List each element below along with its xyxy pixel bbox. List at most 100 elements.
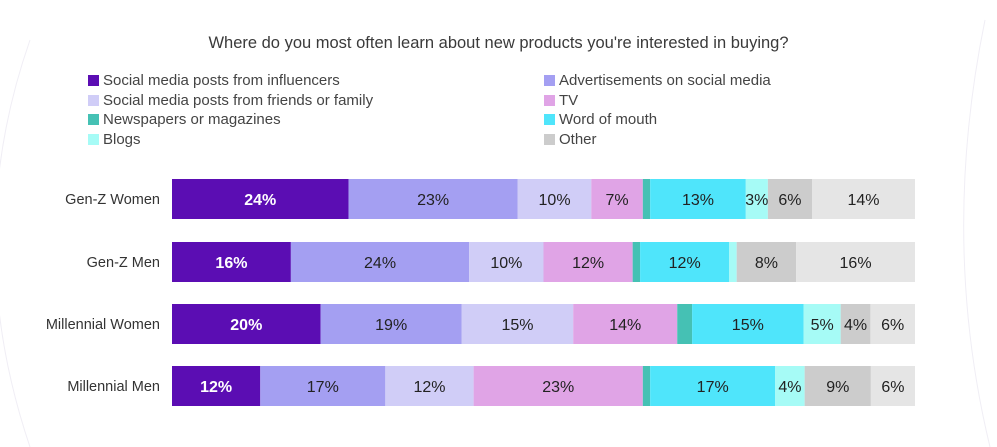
bar-segment [573,304,678,344]
data-label: 14% [847,192,879,209]
legend-swatch [544,133,555,145]
legend-swatch [544,75,555,86]
legend-item: Blogs [88,131,141,148]
data-label: 9% [826,379,849,396]
data-label: 6% [778,192,801,209]
data-label: 15% [732,317,764,334]
data-label: 7% [606,192,629,209]
legend-item: Newspapers or magazines [88,111,281,128]
bar-segment [736,242,797,282]
bar-segment [870,366,915,406]
bar-segment [796,242,915,282]
legend-label: Social media posts from influencers [103,72,340,89]
data-label: 3% [745,192,768,209]
data-label: 12% [669,255,701,272]
bar-segment [870,304,915,344]
bar-segment [767,179,813,219]
legend-swatch [544,114,555,125]
decorative-arc [963,19,991,447]
data-label: 6% [881,379,904,396]
bar-segment [461,304,574,344]
bar-segment [632,242,641,282]
data-label: 20% [230,317,262,334]
category-label: Gen-Z Men [87,255,160,271]
bar-segment [642,179,651,219]
legend-swatch [544,94,555,106]
bar-segment [692,304,804,344]
legend-label: Advertisements on social media [559,72,771,89]
legend-label: TV [559,91,579,109]
data-label: 14% [609,317,641,334]
data-label: 12% [413,379,445,396]
bar-segment [650,179,746,219]
legend-swatch [88,133,99,145]
data-label: 13% [682,192,714,209]
bar-segment [745,179,768,219]
data-label: 23% [417,192,449,209]
bar-segment [840,304,871,344]
data-label: 16% [215,255,247,272]
bar-segment [172,179,349,219]
bar-segment [385,366,474,406]
decorative-arc [0,39,31,447]
bar-segment [172,366,261,406]
legend-item: TV [544,92,578,109]
bar-segment [591,179,643,219]
legend-item: Other [544,131,597,148]
bar-segment [348,179,518,219]
bar-segment [812,179,915,219]
bar-segment [804,366,871,406]
data-label: 15% [501,317,533,334]
category-label: Millennial Men [67,379,160,395]
data-label: 16% [840,255,872,272]
bar-segment [290,242,470,282]
bar-segment [677,304,693,344]
data-label: 4% [778,379,801,396]
legend-swatch [88,94,99,106]
data-label: 19% [375,317,407,334]
data-label: 17% [697,379,729,396]
category-label: Millennial Women [46,317,160,333]
data-label: 10% [490,255,522,272]
data-label: 4% [844,317,867,334]
data-label: 24% [244,192,276,209]
data-label: 8% [755,255,778,272]
chart-title: Where do you most often learn about new … [208,34,789,52]
bar-segment [473,366,643,406]
category-label: Gen-Z Women [65,192,160,208]
bar-segment [642,366,651,406]
bar-segment [729,242,737,282]
legend-item: Advertisements on social media [544,72,771,89]
legend-label: Blogs [103,130,141,148]
bar-segment [543,242,633,282]
data-label: 5% [811,317,834,334]
legend-item: Social media posts from influencers [88,72,340,89]
data-label: 10% [539,192,571,209]
bar-segment [803,304,841,344]
bar-segment [517,179,592,219]
data-label: 17% [307,379,339,396]
bar-segment [320,304,462,344]
legend-label: Word of mouth [559,111,658,128]
data-label: 24% [364,255,396,272]
bar-segment [775,366,805,406]
legend-label: Newspapers or magazines [103,111,281,128]
legend-label: Other [559,130,597,148]
data-label: 6% [881,317,904,334]
data-label: 12% [572,255,604,272]
bar-segment [469,242,544,282]
bar-segment [172,242,291,282]
data-label: 12% [200,379,232,396]
legend-item: Word of mouth [544,111,657,128]
data-label: 23% [542,379,574,396]
legend: Social media posts from influencers Adver… [88,72,808,152]
legend-swatch [88,75,99,86]
bar-segment [260,366,386,406]
bar-segment [172,304,321,344]
legend-label: Social media posts from friends or famil… [103,91,374,109]
bar-segment [650,366,776,406]
bar-segment [640,242,730,282]
legend-swatch [88,114,99,125]
legend-item: Social media posts from friends or famil… [88,92,373,109]
